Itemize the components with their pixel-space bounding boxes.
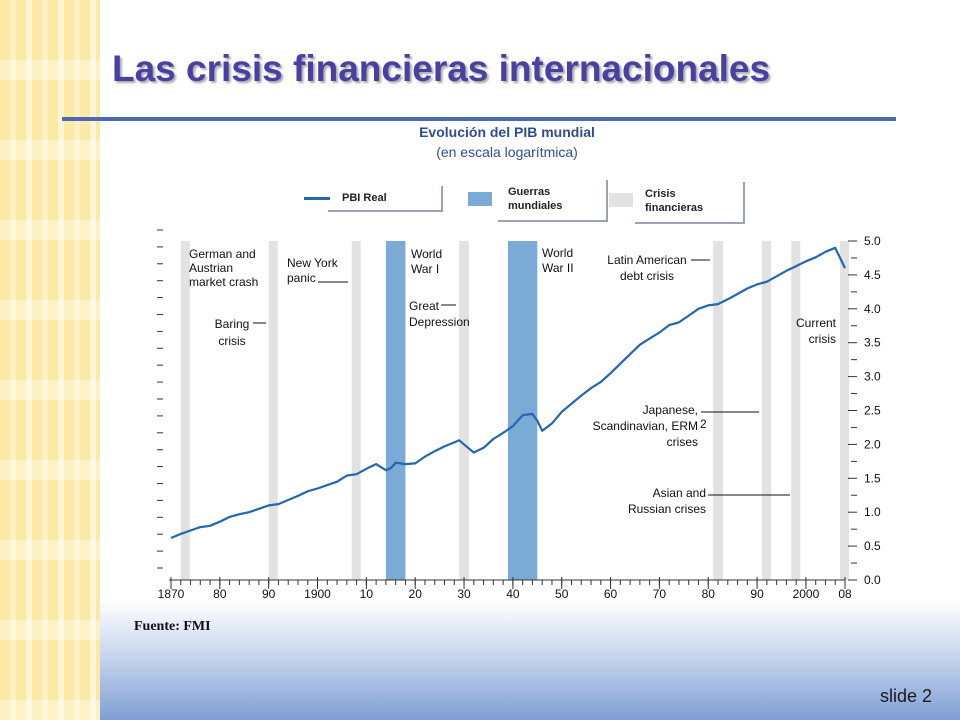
annotation-text: Current — [796, 316, 837, 330]
decorative-bottom-gradient — [100, 600, 960, 720]
crisis-band — [840, 241, 850, 580]
legend-label-crises-2: financieras — [645, 202, 704, 214]
y-tick-label: 4.0 — [864, 302, 881, 316]
x-tick-label: 30 — [457, 587, 471, 601]
y-tick-label: 3.5 — [864, 336, 881, 350]
annotation-text: Austrian — [189, 261, 233, 275]
y-tick-label: 2.5 — [864, 404, 881, 418]
annotation-text: World — [411, 247, 442, 261]
crisis-band — [791, 241, 801, 580]
source-note: Fuente: FMI — [134, 619, 211, 634]
legend-item-wars: Guerras mundiales — [468, 180, 608, 222]
war-band — [385, 241, 406, 580]
series-line-pbi-real — [170, 246, 846, 540]
legend-item-crises: Crisis financieras — [609, 182, 745, 224]
x-tick-label: 20 — [409, 587, 423, 601]
annotation-text: Great — [409, 299, 440, 313]
x-tick-label: 60 — [604, 587, 618, 601]
annotation-text: German and — [189, 247, 256, 261]
x-tick-label: 1900 — [304, 587, 331, 601]
annotation-text: War I — [411, 262, 439, 276]
x-tick-label: 1870 — [158, 587, 185, 601]
legend-label-crises-1: Crisis — [645, 188, 676, 200]
x-tick-label: 90 — [750, 587, 764, 601]
x-tick-label: 70 — [653, 587, 667, 601]
crisis-band — [459, 241, 469, 580]
title-divider — [62, 117, 896, 121]
annotation-text: crisis — [218, 334, 245, 348]
legend-label-wars-1: Guerras — [508, 186, 551, 198]
y-tick-label: 5.0 — [864, 234, 881, 248]
y-tick-label: 3.0 — [864, 370, 881, 384]
x-tick-label: 2000 — [793, 587, 820, 601]
crisis-band — [351, 241, 361, 580]
annotation-text: Depression — [409, 315, 470, 329]
x-tick-label: 80 — [702, 587, 716, 601]
annotation-text: New York — [287, 256, 339, 270]
annotation-text: War II — [542, 261, 574, 275]
annotation-text: World — [542, 246, 573, 260]
crisis-band — [761, 241, 771, 580]
legend-crisis-swatch — [609, 193, 633, 207]
x-tick-label: 80 — [213, 587, 227, 601]
y-tick-label: 0.5 — [864, 539, 881, 553]
annotation-text: Asian and — [653, 486, 706, 500]
x-tick-label: 10 — [360, 587, 374, 601]
annotation-text: panic — [287, 271, 316, 285]
y-tick-label: 4.5 — [864, 268, 881, 282]
crisis-band — [180, 241, 190, 580]
legend-war-swatch — [468, 192, 492, 206]
crisis-band — [268, 241, 278, 580]
chart-subtitle: (en escala logarítmica) — [436, 144, 578, 160]
slide-title: Las crisis financieras internacionales — [112, 48, 771, 89]
y-tick-label: 0.0 — [864, 573, 881, 587]
legend-line-swatch — [304, 197, 330, 200]
annotation-text: crisis — [809, 332, 836, 346]
annotation-text: Russian crises — [628, 502, 706, 516]
annotation-text: Baring — [215, 317, 250, 331]
legend-item-real: PBI Real — [304, 186, 443, 212]
y-tick-label: 2.0 — [864, 437, 881, 451]
y-tick-label: 1.0 — [864, 505, 881, 519]
war-band — [508, 241, 538, 580]
annotation-text: Japanese, — [643, 403, 698, 417]
y-tick-label: 1.5 — [864, 471, 881, 485]
annotation-text: market crash — [189, 275, 258, 289]
x-tick-label: 50 — [555, 587, 569, 601]
annotation-text: Latin American — [607, 253, 686, 267]
x-tick-label: 90 — [262, 587, 276, 601]
x-tick-label: 08 — [838, 587, 852, 601]
chart-title: Evolución del PIB mundial — [419, 124, 595, 140]
crisis-band — [713, 241, 723, 580]
annotation-text: Scandinavian, ERM — [593, 419, 698, 433]
x-tick-label: 40 — [506, 587, 520, 601]
slide-number: slide 2 — [880, 686, 933, 706]
annotation-text: debt crisis — [620, 269, 674, 283]
legend-label-real: PBI Real — [342, 192, 387, 204]
legend-label-wars-2: mundiales — [508, 200, 563, 212]
annotation-superscript: 2 — [700, 417, 707, 431]
annotation-text: crises — [667, 435, 698, 449]
